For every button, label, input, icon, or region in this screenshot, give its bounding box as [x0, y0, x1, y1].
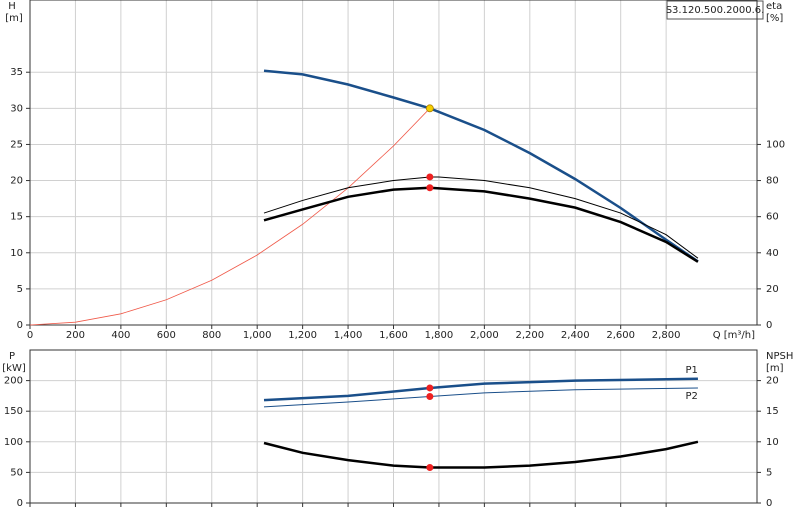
plot-frame [29, 349, 758, 504]
y2-tick-label: 0 [766, 320, 772, 331]
x-tick-label: 800 [202, 330, 221, 341]
y-axis-label: H [8, 1, 16, 12]
x-tick-label: 2,000 [470, 330, 499, 341]
x-tick-label: 200 [66, 330, 85, 341]
y2-axis-unit: [%] [766, 13, 783, 24]
y2-tick-label: 40 [766, 248, 779, 259]
y2-tick-label: 80 [766, 176, 779, 187]
series-line [263, 377, 698, 402]
x-tick-label: 1,600 [379, 330, 408, 341]
y-tick-label: 30 [10, 103, 23, 114]
y-axis-unit: [kW] [2, 363, 26, 374]
y-tick-label: 50 [10, 467, 23, 478]
series-label: P1 [686, 365, 698, 376]
y2-tick-label: 5 [766, 467, 772, 478]
x-tick-label: 2,400 [561, 330, 590, 341]
y2-tick-label: 20 [766, 284, 779, 295]
y-tick-label: 35 [10, 67, 23, 78]
duty-point [426, 184, 434, 192]
y-tick-label: 200 [4, 376, 23, 387]
y2-axis-label: NPSH [766, 351, 793, 362]
series-line [263, 186, 699, 263]
y-tick-label: 5 [17, 284, 23, 295]
y-tick-label: 0 [17, 320, 23, 331]
x-tick-label: 2,600 [606, 330, 635, 341]
x-tick-label: 2,200 [515, 330, 544, 341]
x-tick-label: 1,800 [425, 330, 454, 341]
y-tick-label: 100 [4, 437, 23, 448]
y2-tick-label: 10 [766, 437, 779, 448]
x-tick-label: 0 [27, 330, 33, 341]
series-line [263, 387, 698, 408]
y2-tick-label: 15 [766, 406, 779, 417]
x-tick-label: 1,000 [243, 330, 272, 341]
y-axis-label: P [9, 351, 15, 362]
y-tick-label: 150 [4, 406, 23, 417]
duty-point [426, 464, 434, 472]
y2-axis-label: eta [766, 1, 782, 12]
y2-tick-label: 20 [766, 376, 779, 387]
duty-point [426, 393, 434, 401]
y2-tick-label: 100 [766, 139, 785, 150]
x-tick-label: 2,800 [652, 330, 681, 341]
series-label: P2 [686, 391, 698, 402]
y-tick-label: 0 [17, 498, 23, 509]
x-tick-label: 1,200 [288, 330, 317, 341]
y2-axis-unit: [m] [766, 363, 784, 374]
series-line [263, 440, 699, 469]
series-line [263, 176, 699, 259]
y-tick-label: 20 [10, 176, 23, 187]
series-line [263, 69, 699, 263]
label-box [666, 0, 764, 20]
pump-label: S3.120.500.2000.6. [666, 5, 765, 16]
duty-point [426, 173, 434, 181]
duty-point [426, 384, 434, 392]
plot-frame [29, 0, 758, 326]
y2-tick-label: 60 [766, 212, 779, 223]
series-line [29, 108, 431, 326]
y-tick-label: 25 [10, 139, 23, 150]
y-axis-unit: [m] [5, 13, 23, 24]
y-tick-label: 10 [10, 248, 23, 259]
x-axis-label: Q [m³/h] [713, 330, 755, 341]
y-tick-label: 15 [10, 212, 23, 223]
x-tick-label: 400 [111, 330, 130, 341]
y2-tick-label: 0 [766, 498, 772, 509]
duty-point [425, 104, 434, 113]
x-tick-label: 1,400 [334, 330, 363, 341]
x-tick-label: 600 [157, 330, 176, 341]
